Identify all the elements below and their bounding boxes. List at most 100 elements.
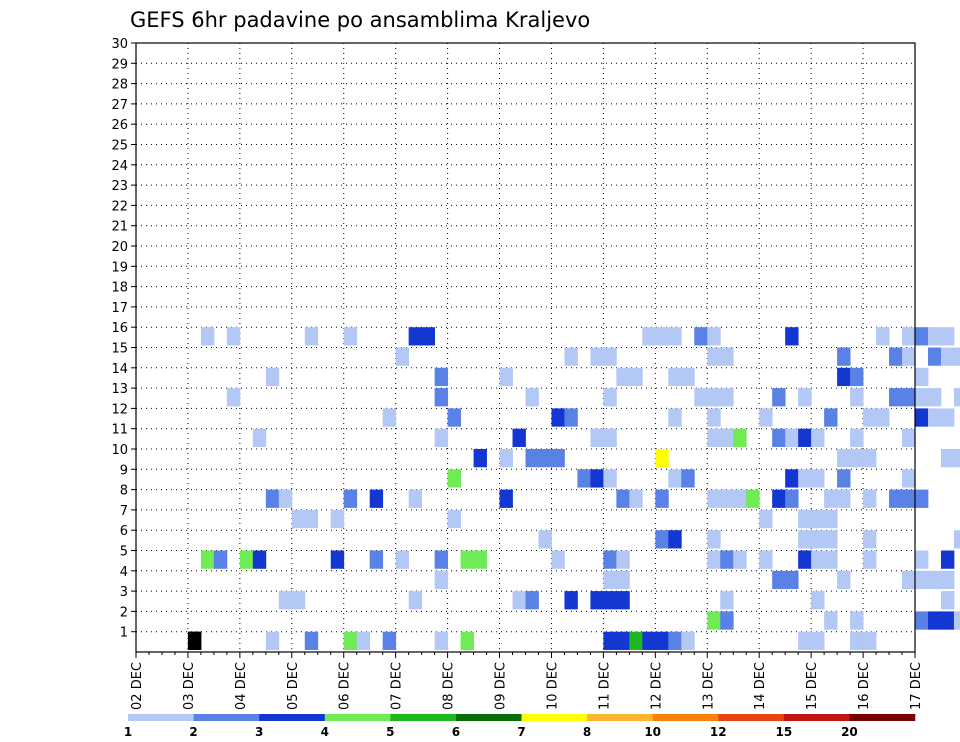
legend-swatch <box>587 714 653 721</box>
y-tick-label: 14 <box>111 362 128 377</box>
legend-label: 6 <box>452 725 460 739</box>
heatmap-cell <box>837 367 851 387</box>
heatmap-cell <box>824 509 838 529</box>
heatmap-cell <box>953 530 960 549</box>
heatmap-cell <box>252 428 267 447</box>
y-tick-label: 20 <box>111 240 128 255</box>
heatmap-cell <box>902 428 916 447</box>
legend-label: 3 <box>255 725 263 739</box>
heatmap-cell <box>707 408 721 427</box>
heatmap-cell <box>304 327 319 346</box>
heatmap-cell <box>473 550 487 569</box>
heatmap-cell <box>434 367 448 387</box>
heatmap-cell <box>850 631 864 650</box>
heatmap-cell <box>668 408 682 427</box>
heatmap-cell <box>707 327 721 346</box>
x-tick-label: 09 DEC <box>494 662 509 710</box>
x-tick-label: 15 DEC <box>805 662 820 710</box>
heatmap-cell <box>824 408 838 427</box>
heatmap-cell <box>915 327 929 346</box>
heatmap-cell <box>642 631 656 650</box>
heatmap-cell <box>278 591 293 610</box>
heatmap-cell <box>889 347 903 366</box>
heatmap-cell <box>953 347 960 366</box>
heatmap-cell <box>915 408 929 427</box>
y-tick-label: 9 <box>120 463 128 478</box>
heatmap-cell <box>343 327 358 346</box>
heatmap-cell <box>538 530 552 549</box>
heatmap-cell <box>538 449 552 468</box>
heatmap-cell <box>746 489 760 508</box>
heatmap-cell <box>616 631 630 650</box>
heatmap-cell <box>902 469 916 488</box>
heatmap-cell <box>837 449 851 468</box>
y-tick-label: 13 <box>111 382 128 397</box>
heatmap-cell <box>551 550 565 569</box>
heatmap-cell <box>551 449 565 468</box>
heatmap-cell <box>603 428 617 447</box>
heatmap-cell <box>902 388 916 407</box>
y-tick-label: 2 <box>120 605 128 620</box>
legend-label: 20 <box>841 725 858 739</box>
y-tick-label: 19 <box>111 260 128 275</box>
heatmap-cell <box>616 550 630 569</box>
y-tick-label: 25 <box>111 139 128 154</box>
heatmap-cell <box>798 631 812 650</box>
heatmap-cell <box>655 489 669 508</box>
x-tick-label: 06 DEC <box>338 662 353 710</box>
y-tick-label: 16 <box>111 321 128 336</box>
heatmap-cell <box>720 611 734 630</box>
heatmap-cell <box>863 449 877 468</box>
heatmap-cell <box>772 388 786 407</box>
heatmap-cell <box>940 327 955 346</box>
heatmap-cell <box>304 631 319 650</box>
heatmap-cell <box>525 388 539 407</box>
heatmap-cell <box>382 631 397 650</box>
heatmap-cell <box>369 489 384 508</box>
heatmap-cell <box>889 388 903 407</box>
heatmap-cell <box>811 469 825 488</box>
heatmap-cell <box>707 550 721 569</box>
heatmap-cell <box>343 631 358 650</box>
heatmap-cell <box>369 550 384 569</box>
heatmap-cell <box>927 388 942 407</box>
heatmap-cell <box>824 489 838 508</box>
heatmap-cell <box>681 367 695 387</box>
legend-label: 12 <box>710 725 727 739</box>
heatmap-cell <box>850 449 864 468</box>
heatmap-cell <box>811 428 825 447</box>
legend-swatch <box>390 714 457 721</box>
heatmap-cell <box>603 347 617 366</box>
x-tick-label: 08 DEC <box>442 662 457 710</box>
legend-label: 10 <box>644 725 661 739</box>
heatmap-cell <box>824 611 838 630</box>
heatmap-cell <box>564 408 578 427</box>
x-tick-label: 03 DEC <box>182 662 197 710</box>
heatmap-cell <box>798 469 812 488</box>
heatmap-cell <box>863 530 877 549</box>
heatmap-cell <box>655 327 669 346</box>
legend-label: 4 <box>321 725 329 739</box>
heatmap-cell <box>408 591 423 610</box>
heatmap-cell <box>655 631 669 650</box>
heatmap-cell <box>252 550 267 569</box>
heatmap-cell <box>927 408 942 427</box>
legend-label: 8 <box>583 725 591 739</box>
heatmap-cell <box>824 550 838 569</box>
heatmap-cell <box>473 449 487 468</box>
y-tick-label: 29 <box>111 57 128 72</box>
heatmap-cell <box>798 509 812 529</box>
heatmap-cell <box>668 327 682 346</box>
heatmap-cell <box>707 347 721 366</box>
heatmap-cell <box>940 449 955 468</box>
heatmap-cell <box>798 550 812 569</box>
heatmap-cell <box>785 428 799 447</box>
heatmap-cell <box>668 367 682 387</box>
heatmap-cell <box>525 591 539 610</box>
heatmap-cell <box>226 327 241 346</box>
heatmap-cell <box>590 347 604 366</box>
heatmap-cell <box>733 489 747 508</box>
heatmap-cell <box>915 388 929 407</box>
y-tick-label: 27 <box>111 98 128 113</box>
